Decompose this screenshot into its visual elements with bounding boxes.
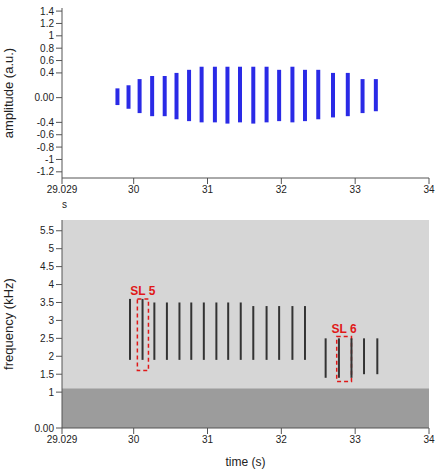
svg-text:31: 31 — [202, 184, 214, 195]
svg-text:-0.4: -0.4 — [37, 117, 55, 128]
svg-text:34: 34 — [423, 184, 435, 195]
svg-text:frequency (kHz): frequency (kHz) — [1, 278, 16, 370]
svg-text:1.5: 1.5 — [40, 369, 54, 380]
svg-text:1.4: 1.4 — [40, 6, 54, 17]
svg-text:5.5: 5.5 — [40, 225, 54, 236]
svg-text:1: 1 — [48, 30, 54, 41]
svg-text:29.029: 29.029 — [47, 434, 78, 445]
svg-text:0.00: 0.00 — [35, 92, 55, 103]
svg-text:amplitude (a.u.): amplitude (a.u.) — [1, 48, 16, 138]
svg-text:-1.2: -1.2 — [37, 166, 55, 177]
svg-text:1.2: 1.2 — [40, 18, 54, 29]
svg-text:0.6: 0.6 — [40, 55, 54, 66]
svg-text:-0.6: -0.6 — [37, 129, 55, 140]
svg-text:5: 5 — [48, 243, 54, 254]
svg-text:30: 30 — [128, 434, 140, 445]
svg-text:33: 33 — [350, 184, 362, 195]
svg-text:2: 2 — [48, 351, 54, 362]
svg-text:SL 5: SL 5 — [130, 284, 155, 298]
svg-text:32: 32 — [276, 184, 288, 195]
svg-text:31: 31 — [202, 434, 214, 445]
svg-text:3.5: 3.5 — [40, 297, 54, 308]
svg-text:-1: -1 — [45, 154, 54, 165]
svg-text:30: 30 — [128, 184, 140, 195]
svg-text:0.8: 0.8 — [40, 43, 54, 54]
svg-text:4.5: 4.5 — [40, 261, 54, 272]
svg-text:32: 32 — [276, 434, 288, 445]
svg-text:0.00: 0.00 — [35, 423, 55, 434]
svg-text:1: 1 — [48, 387, 54, 398]
svg-text:3: 3 — [48, 315, 54, 326]
svg-text:34: 34 — [423, 434, 435, 445]
svg-text:33: 33 — [350, 434, 362, 445]
svg-text:-0.8: -0.8 — [37, 142, 55, 153]
svg-text:2.5: 2.5 — [40, 333, 54, 344]
svg-text:29.029: 29.029 — [47, 184, 78, 195]
svg-text:SL 6: SL 6 — [332, 322, 357, 336]
svg-text:s: s — [62, 199, 67, 210]
svg-text:4: 4 — [48, 279, 54, 290]
svg-text:0.4: 0.4 — [40, 67, 54, 78]
svg-text:time (s): time (s) — [226, 455, 266, 469]
